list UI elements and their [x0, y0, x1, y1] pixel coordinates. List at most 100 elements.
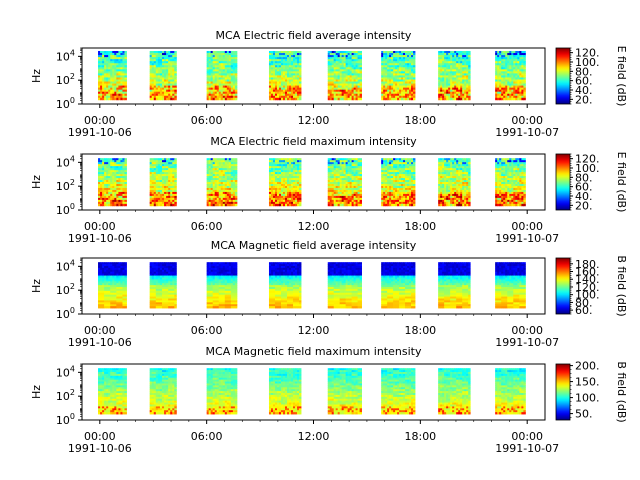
heatmap-cell	[272, 91, 276, 95]
heatmap-cell	[162, 57, 165, 60]
heatmap-cell	[407, 81, 410, 84]
heatmap-cell	[401, 89, 404, 93]
heatmap-cell	[505, 95, 508, 99]
heatmap-cell	[456, 71, 459, 74]
heatmap-cell	[501, 61, 504, 64]
heatmap-cell	[405, 81, 408, 84]
heatmap-cell	[274, 178, 278, 181]
heatmap-cell	[505, 59, 508, 62]
heatmap-cell	[110, 182, 113, 185]
heatmap-cell	[218, 50, 222, 54]
heatmap-cell	[216, 187, 220, 191]
heatmap-cell	[268, 162, 272, 165]
heatmap-cell	[224, 170, 228, 173]
heatmap-cell	[347, 77, 351, 80]
heatmap-cell	[291, 162, 294, 165]
heatmap-cell	[446, 83, 449, 86]
heatmap-cell	[511, 63, 514, 66]
heatmap-cell	[120, 59, 123, 62]
heatmap-cell	[283, 176, 286, 179]
heatmap-cell	[232, 201, 236, 205]
heatmap-cell	[444, 53, 447, 56]
heatmap-cell	[291, 172, 294, 175]
heatmap-cell	[337, 97, 341, 101]
heatmap-cell	[353, 67, 357, 70]
heatmap-cell	[462, 89, 465, 93]
heatmap-cell	[444, 79, 447, 82]
heatmap-cell	[293, 197, 296, 201]
heatmap-cell	[507, 61, 510, 64]
heatmap-cell	[283, 95, 286, 99]
heatmap-cell	[293, 201, 296, 205]
heatmap-cell	[220, 180, 224, 183]
heatmap-cell	[210, 187, 214, 191]
heatmap-cell	[220, 71, 224, 74]
heatmap-cell	[216, 93, 220, 97]
heatmap-cell	[208, 162, 212, 165]
heatmap-cell	[287, 199, 290, 203]
heatmap-cell	[389, 71, 392, 74]
heatmap-cell	[329, 183, 333, 187]
heatmap-cell	[212, 172, 216, 175]
heatmap-cell	[387, 185, 390, 189]
heatmap-cell	[210, 178, 214, 181]
heatmap-cell	[357, 176, 360, 179]
heatmap-cell	[112, 57, 115, 60]
heatmap-cell	[450, 73, 453, 76]
heatmap-cell	[234, 50, 238, 54]
heatmap-cell	[401, 97, 404, 101]
heatmap-cell	[289, 75, 292, 78]
heatmap-cell	[385, 77, 388, 80]
heatmap-cell	[347, 199, 351, 203]
heatmap-cell	[515, 73, 518, 76]
heatmap-cell	[349, 195, 353, 199]
heatmap-cell	[329, 71, 333, 74]
heatmap-cell	[226, 57, 230, 60]
heatmap-cell	[335, 160, 339, 163]
heatmap-cell	[228, 168, 232, 171]
heatmap-cell	[118, 83, 121, 86]
heatmap-cell	[347, 55, 351, 58]
heatmap-cell	[401, 75, 404, 78]
heatmap-cell	[166, 50, 169, 54]
heatmap-cell	[297, 55, 300, 58]
heatmap-cell	[495, 65, 498, 68]
heatmap-cell	[446, 97, 449, 101]
heatmap-cell	[501, 97, 504, 101]
heatmap-cell	[395, 89, 398, 93]
heatmap-cell	[343, 61, 347, 64]
heatmap-cell	[114, 81, 117, 84]
heatmap-cell	[357, 61, 360, 64]
heatmap-cell	[281, 199, 284, 203]
heatmap-cell	[272, 164, 276, 167]
heatmap-cell	[391, 71, 394, 74]
heatmap-cell	[149, 189, 153, 193]
x-tick-date: 1991-10-07	[495, 126, 559, 139]
heatmap-cell	[341, 71, 345, 74]
heatmap-cell	[381, 89, 384, 93]
heatmap-cell	[268, 187, 272, 191]
heatmap-cell	[168, 164, 171, 167]
heatmap-cell	[164, 69, 167, 72]
heatmap-cell	[442, 59, 445, 62]
heatmap-cell	[355, 178, 358, 181]
heatmap-cell	[270, 168, 274, 171]
heatmap-cell	[224, 59, 228, 62]
heatmap-cell	[212, 182, 216, 185]
heatmap-cell	[393, 85, 396, 89]
heatmap-cell	[216, 53, 220, 56]
heatmap-cell	[174, 197, 177, 201]
heatmap-cell	[226, 182, 230, 185]
heatmap-cell	[450, 59, 453, 62]
heatmap-cell	[122, 75, 125, 78]
heatmap-cell	[226, 158, 230, 161]
heatmap-cell	[166, 160, 169, 163]
heatmap-cell	[220, 191, 224, 195]
heatmap-cell	[151, 83, 155, 86]
heatmap-cell	[210, 81, 214, 84]
heatmap-cell	[100, 79, 103, 82]
heatmap-cell	[149, 97, 153, 101]
heatmap-cell	[155, 187, 159, 191]
heatmap-cell	[276, 174, 280, 177]
heatmap-cell	[224, 182, 228, 185]
